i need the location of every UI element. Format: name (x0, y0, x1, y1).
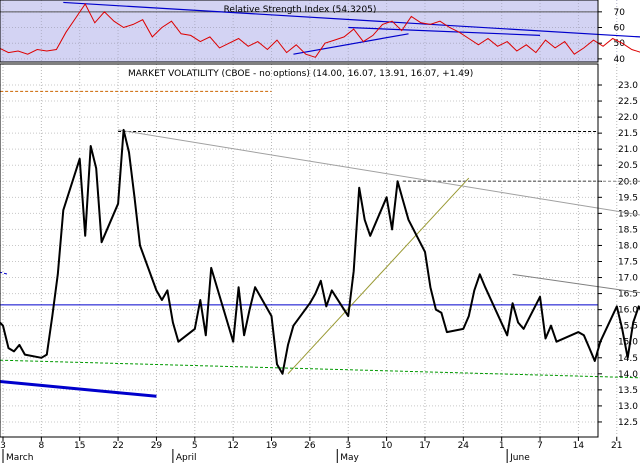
y-tick-label: 13.5 (618, 386, 638, 396)
trendline (287, 177, 470, 375)
trendline (0, 359, 640, 379)
y-tick-label: 21.0 (618, 145, 638, 155)
vix-series (0, 128, 640, 375)
y-tick-label: 13.0 (618, 402, 638, 412)
x-tick-label: 21 (611, 441, 622, 451)
trendlines (0, 90, 640, 398)
x-tick-label: 5 (192, 441, 198, 451)
x-tick-label: 10 (381, 441, 393, 451)
y-tick-label: 18.0 (618, 241, 638, 251)
rsi-y-tick-label: 40 (614, 55, 626, 65)
trendline (117, 129, 640, 216)
x-tick-label: 1 (499, 441, 505, 451)
rsi-trendline (348, 26, 541, 36)
rsi-y-axis: 40 50 60 70 (598, 8, 625, 65)
main-y-axis: 12.5 13.0 13.5 14.0 14.5 15.0 15.5 16.0 16.5 17.0… (598, 81, 638, 428)
rsi-y-tick-label: 50 (614, 39, 626, 49)
y-tick-label: 14.5 (618, 354, 638, 364)
y-tick-label: 22.0 (618, 113, 638, 123)
rsi-series (0, 3, 640, 58)
month-label: June (509, 453, 530, 463)
rsi-y-tick-label: 70 (614, 8, 626, 18)
x-tick-label: 17 (419, 441, 430, 451)
y-tick-label: 19.5 (618, 193, 638, 203)
x-tick-label: 22 (112, 441, 123, 451)
x-tick-label: 7 (537, 441, 543, 451)
x-tick-label: 14 (573, 441, 585, 451)
x-tick-label: 26 (304, 441, 316, 451)
y-tick-label: 20.5 (618, 161, 638, 171)
x-tick-label: 3 (0, 441, 6, 451)
month-label: March (6, 453, 33, 463)
rsi-trendline (293, 33, 409, 55)
y-tick-label: 15.5 (618, 322, 638, 332)
y-tick-label: 12.5 (618, 418, 638, 428)
y-tick-label: 19.0 (618, 209, 638, 219)
x-tick-label: 24 (458, 441, 470, 451)
main-panel-frame (0, 63, 599, 438)
y-tick-label: 14.0 (618, 370, 638, 380)
rsi-line (0, 3, 640, 58)
rsi-panel-frame (0, 0, 599, 63)
trendline (512, 273, 640, 294)
trendline (0, 379, 157, 398)
month-label: April (176, 453, 197, 463)
rsi-panel-background (0, 0, 598, 62)
x-tick-label: 29 (151, 441, 163, 451)
rsi-y-tick-label: 60 (614, 24, 626, 34)
y-tick-label: 20.0 (618, 177, 638, 187)
y-tick-label: 22.5 (618, 97, 638, 107)
vix-line (0, 128, 640, 375)
y-tick-label: 16.5 (618, 290, 638, 300)
month-label: May (340, 453, 359, 463)
main-title: MARKET VOLATILITY (CBOE - no options) (1… (128, 69, 473, 79)
x-tick-label: 8 (38, 441, 44, 451)
y-tick-label: 17.0 (618, 274, 638, 284)
y-tick-label: 17.5 (618, 258, 638, 268)
trendline (0, 271, 9, 275)
y-tick-label: 23.0 (618, 81, 638, 91)
rsi-title: Relative Strength Index (54.3205) (224, 5, 377, 15)
x-tick-label: 15 (74, 441, 85, 451)
x-tick-label: 19 (266, 441, 278, 451)
y-tick-label: 16.0 (618, 306, 638, 316)
x-tick-label: 12 (227, 441, 238, 451)
y-tick-label: 15.0 (618, 338, 638, 348)
y-tick-label: 21.5 (618, 129, 638, 139)
x-axis: 38152229512192631017241714212861219262Ma… (0, 437, 622, 463)
x-tick-label: 3 (345, 441, 351, 451)
y-tick-label: 18.5 (618, 225, 638, 235)
